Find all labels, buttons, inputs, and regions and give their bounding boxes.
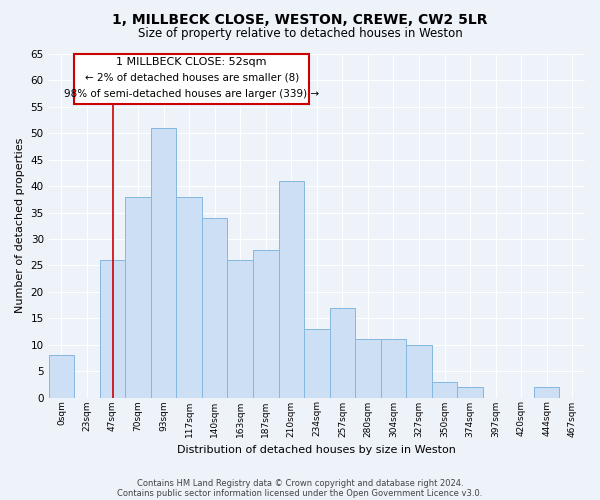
Text: Contains HM Land Registry data © Crown copyright and database right 2024.: Contains HM Land Registry data © Crown c… [137, 478, 463, 488]
Bar [202, 218, 227, 398]
Text: 1 MILLBECK CLOSE: 52sqm: 1 MILLBECK CLOSE: 52sqm [116, 57, 267, 67]
Bar [74, 54, 309, 104]
Bar [457, 387, 483, 398]
Bar [278, 181, 304, 398]
Bar [355, 340, 380, 398]
Bar [432, 382, 457, 398]
Bar [227, 260, 253, 398]
Text: 98% of semi-detached houses are larger (339) →: 98% of semi-detached houses are larger (… [64, 88, 319, 99]
X-axis label: Distribution of detached houses by size in Weston: Distribution of detached houses by size … [178, 445, 456, 455]
Bar [380, 340, 406, 398]
Bar [176, 196, 202, 398]
Bar [534, 387, 559, 398]
Bar [100, 260, 125, 398]
Text: Contains public sector information licensed under the Open Government Licence v3: Contains public sector information licen… [118, 488, 482, 498]
Bar [125, 196, 151, 398]
Text: Size of property relative to detached houses in Weston: Size of property relative to detached ho… [137, 28, 463, 40]
Bar [304, 329, 329, 398]
Bar [406, 344, 432, 398]
Bar [151, 128, 176, 398]
Bar [253, 250, 278, 398]
Y-axis label: Number of detached properties: Number of detached properties [15, 138, 25, 314]
Bar [329, 308, 355, 398]
Text: 1, MILLBECK CLOSE, WESTON, CREWE, CW2 5LR: 1, MILLBECK CLOSE, WESTON, CREWE, CW2 5L… [112, 12, 488, 26]
Text: ← 2% of detached houses are smaller (8): ← 2% of detached houses are smaller (8) [85, 73, 299, 83]
Bar [49, 355, 74, 398]
